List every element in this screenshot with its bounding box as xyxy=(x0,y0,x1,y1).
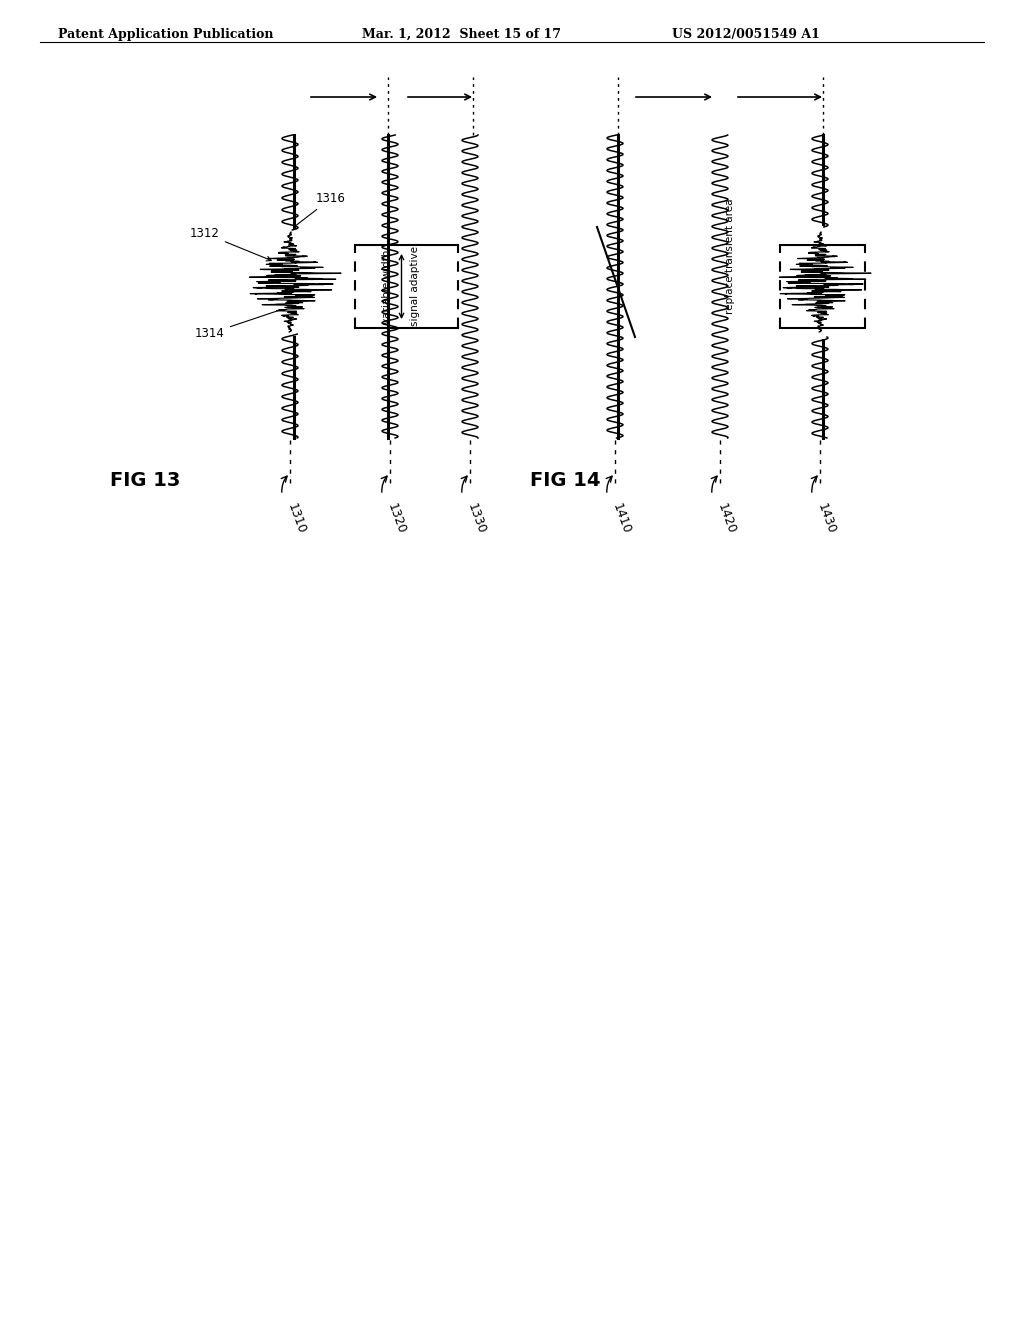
Text: replace transient area: replace transient area xyxy=(725,199,735,314)
Text: 1430: 1430 xyxy=(815,502,838,536)
Text: US 2012/0051549 A1: US 2012/0051549 A1 xyxy=(672,28,820,41)
Text: signal adaptive: signal adaptive xyxy=(410,247,420,326)
Text: 1312: 1312 xyxy=(190,227,271,261)
Text: variable width: variable width xyxy=(382,249,391,323)
Text: 1310: 1310 xyxy=(285,502,308,536)
Text: FIG 13: FIG 13 xyxy=(110,470,180,490)
Text: 1314: 1314 xyxy=(195,312,278,341)
Text: 1316: 1316 xyxy=(296,191,346,226)
Text: Patent Application Publication: Patent Application Publication xyxy=(58,28,273,41)
Text: FIG 14: FIG 14 xyxy=(530,470,600,490)
Text: Mar. 1, 2012  Sheet 15 of 17: Mar. 1, 2012 Sheet 15 of 17 xyxy=(362,28,561,41)
Text: 1410: 1410 xyxy=(610,502,633,536)
Text: 1420: 1420 xyxy=(715,502,738,536)
Text: 1330: 1330 xyxy=(465,502,488,536)
Text: 1320: 1320 xyxy=(385,502,408,536)
